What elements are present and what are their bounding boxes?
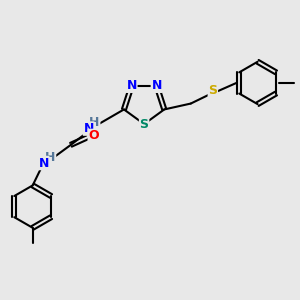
Text: H: H bbox=[45, 151, 56, 164]
Text: H: H bbox=[89, 116, 100, 129]
Text: N: N bbox=[152, 79, 162, 92]
Text: S: S bbox=[208, 84, 217, 98]
Text: N: N bbox=[127, 79, 137, 92]
Text: O: O bbox=[88, 129, 99, 142]
Text: S: S bbox=[140, 118, 148, 130]
Text: N: N bbox=[83, 122, 94, 135]
Text: N: N bbox=[38, 157, 49, 169]
